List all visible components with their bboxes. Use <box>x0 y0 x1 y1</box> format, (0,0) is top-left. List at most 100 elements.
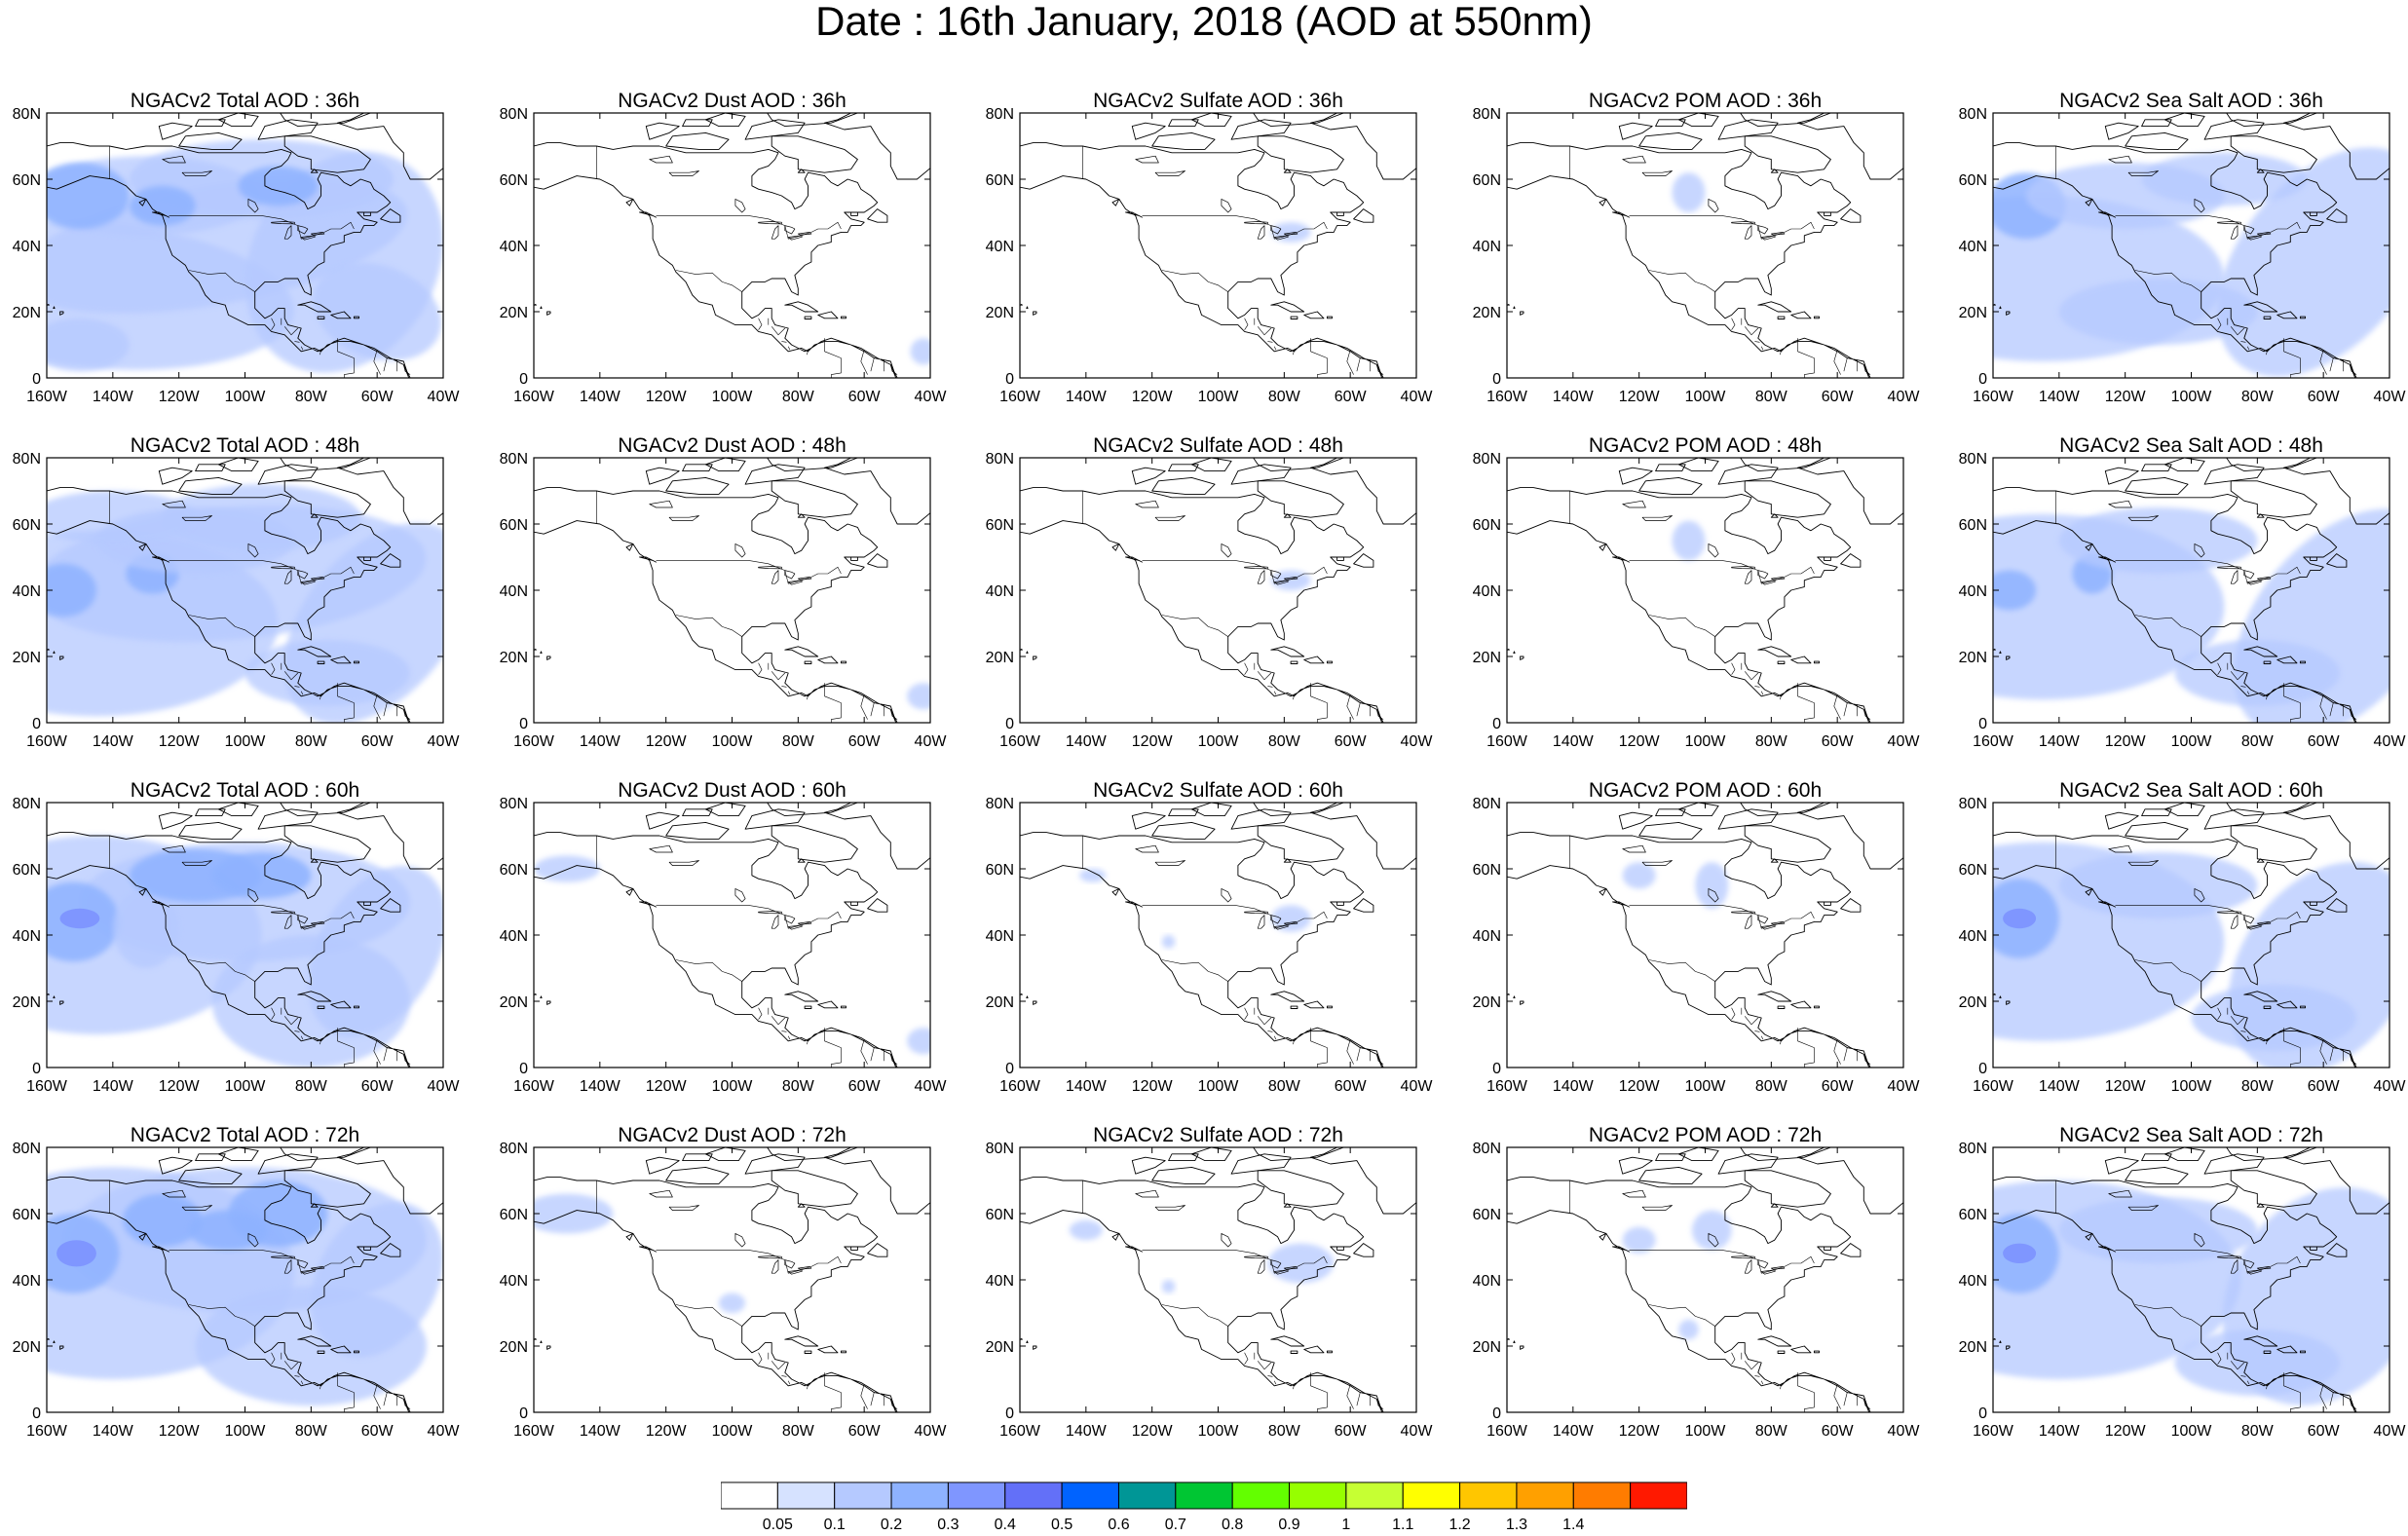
y-tick-label: 20N <box>500 305 528 321</box>
island-outline <box>1613 212 1630 217</box>
island-outline <box>1337 1247 1344 1250</box>
x-tick-label: 140W <box>93 1423 134 1440</box>
border-line <box>825 683 842 735</box>
island-outline <box>1841 554 1861 568</box>
aod-plume <box>189 1211 268 1251</box>
x-tick-label: 140W <box>93 1078 134 1095</box>
greenland-outline <box>1311 448 1483 524</box>
y-tick-label: 80N <box>1959 796 1987 812</box>
x-tick-label: 100W <box>712 1423 754 1440</box>
lake-outline <box>735 543 745 557</box>
border-line <box>1245 1008 1248 1020</box>
x-tick-label: 100W <box>2171 1423 2213 1440</box>
x-tick-label: 40W <box>915 1078 948 1095</box>
aod-plume <box>1162 935 1176 949</box>
island-outline <box>666 1167 729 1183</box>
y-tick-label: 40N <box>13 239 41 255</box>
x-tick-label: 120W <box>1619 1078 1661 1095</box>
x-tick-label: 160W <box>26 1078 68 1095</box>
colorbar-box <box>1573 1482 1630 1509</box>
colorbar-label: 1.2 <box>1449 1517 1470 1531</box>
x-tick-label: 160W <box>1486 733 1528 750</box>
lake-outline <box>735 199 745 212</box>
x-tick-label: 120W <box>1619 733 1661 750</box>
lake-outline <box>2109 156 2132 163</box>
aod-plume <box>123 1194 202 1247</box>
y-tick-label: 0 <box>32 371 41 388</box>
lake-outline <box>1258 571 1264 584</box>
y-tick-label: 40N <box>13 583 41 600</box>
panel-title: NGACv2 Sulfate AOD : 48h <box>1020 434 1416 458</box>
lake-outline <box>650 501 673 507</box>
island-outline <box>868 899 887 913</box>
island-outline <box>868 209 887 223</box>
border-line <box>781 1031 786 1032</box>
island-outline <box>1639 477 1702 494</box>
x-tick-label: 120W <box>1132 733 1174 750</box>
y-tick-label: 0 <box>519 371 528 388</box>
island-outline <box>179 822 242 839</box>
border-line <box>825 1372 842 1425</box>
y-tick-label: 0 <box>32 1061 41 1077</box>
island-outline <box>785 1336 818 1346</box>
lake-outline <box>1642 171 1673 176</box>
island-outline <box>1814 661 1819 663</box>
island-outline <box>851 1247 858 1250</box>
lake-outline <box>771 226 778 240</box>
lake-outline <box>1258 1260 1264 1274</box>
x-tick-label: 40W <box>2374 1078 2407 1095</box>
y-tick-label: 60N <box>986 1207 1014 1223</box>
island-outline <box>1514 1341 1515 1343</box>
y-tick-label: 20N <box>1473 994 1501 1011</box>
y-tick-label: 20N <box>986 305 1014 321</box>
island-outline <box>1791 312 1811 318</box>
border-line <box>1732 663 1735 675</box>
y-tick-label: 20N <box>13 650 41 666</box>
island-outline <box>1034 312 1036 315</box>
border-line <box>825 338 842 391</box>
aod-plume <box>1271 571 1311 590</box>
island-outline <box>547 656 550 659</box>
island-outline <box>1132 812 1165 829</box>
aod-shading <box>0 1167 470 1405</box>
x-tick-label: 120W <box>646 733 688 750</box>
border-line <box>1267 687 1272 688</box>
border-line <box>1311 1372 1328 1425</box>
border-line <box>1274 1036 1276 1039</box>
aod-plume <box>2059 279 2258 345</box>
lake-outline <box>1642 516 1673 521</box>
aod-plume <box>113 888 179 968</box>
x-tick-label: 160W <box>513 389 555 405</box>
aod-shading <box>1673 172 1706 212</box>
x-tick-label: 140W <box>2039 1078 2081 1095</box>
x-tick-label: 60W <box>2308 1078 2341 1095</box>
island-outline <box>640 1247 657 1252</box>
lake-outline <box>1155 861 1185 866</box>
island-outline <box>1814 317 1819 318</box>
x-tick-label: 100W <box>1198 733 1240 750</box>
colorbar-box <box>1460 1482 1517 1509</box>
y-tick-label: 80N <box>1959 1141 1987 1157</box>
border-line <box>1274 692 1276 694</box>
island-outline <box>1271 302 1304 312</box>
island-outline <box>1271 1336 1304 1346</box>
island-outline <box>640 557 657 562</box>
border-line <box>657 1250 842 1273</box>
island-outline <box>1825 557 1831 560</box>
aod-shading <box>520 1194 745 1313</box>
island-outline <box>1327 1351 1332 1353</box>
island-outline <box>841 661 846 663</box>
greenland-outline <box>1798 448 1970 524</box>
x-tick-label: 160W <box>1973 389 2014 405</box>
x-tick-label: 80W <box>295 1423 328 1440</box>
